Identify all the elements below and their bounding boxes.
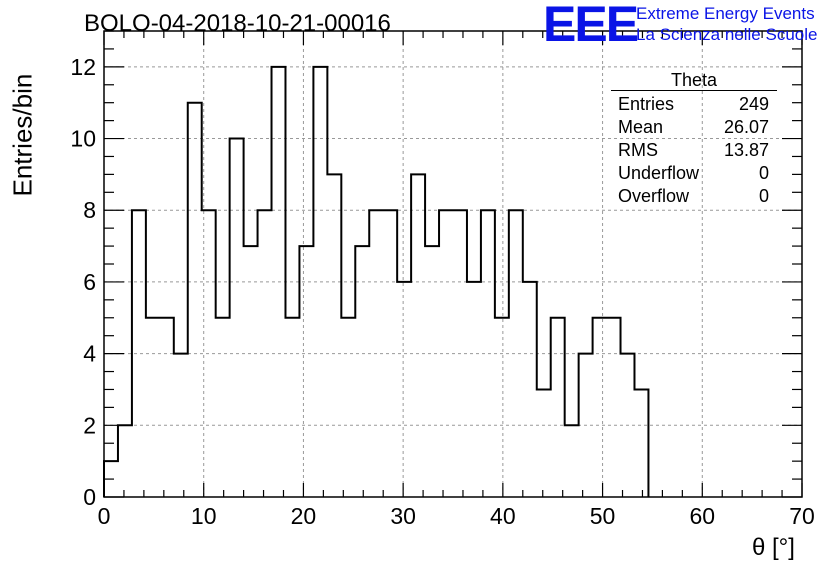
stats-label: RMS	[618, 140, 658, 160]
y-tick-label: 2	[83, 412, 96, 438]
y-tick-label: 4	[83, 341, 96, 367]
x-tick-label: 60	[689, 503, 715, 529]
stats-label: Underflow	[618, 163, 700, 183]
x-tick-label: 50	[590, 503, 616, 529]
logo-caption-line2: La Scienza nelle Scuole	[636, 25, 818, 44]
stats-title: Theta	[611, 70, 777, 91]
histogram-step-line	[103, 65, 650, 497]
y-tick-labels: 0 2 4 6 8 10 12	[70, 54, 96, 510]
x-tick-label: 40	[490, 503, 516, 529]
stats-label: Entries	[618, 94, 675, 114]
y-axis-label-wrap: Entries/bin	[2, 74, 42, 197]
y-axis-label: Entries/bin	[7, 73, 38, 197]
x-tick-labels: 0 10 20 30 40 50 60 70	[98, 503, 815, 529]
logo-caption-line1: Extreme Energy Events	[636, 4, 815, 23]
stats-value: 13.87	[723, 140, 769, 160]
y-tick-label: 10	[70, 126, 96, 152]
stats-row-mean: Mean 26.07	[611, 116, 777, 139]
stats-box: Theta Entries 249 Mean 26.07 RMS 13.87 U…	[611, 70, 777, 208]
x-axis-label: θ [°]	[752, 534, 795, 561]
stats-label: Mean	[618, 117, 664, 137]
x-tick-label: 70	[789, 503, 815, 529]
eee-logo: EEE	[543, 0, 639, 52]
x-tick-label: 20	[291, 503, 317, 529]
x-tick-label: 0	[98, 503, 111, 529]
stats-row-rms: RMS 13.87	[611, 139, 777, 162]
stats-value: 26.07	[723, 117, 769, 137]
x-tick-label: 10	[191, 503, 217, 529]
y-tick-label: 6	[83, 269, 96, 295]
y-tick-label: 12	[70, 54, 96, 80]
stats-row-underflow: Underflow 0	[611, 162, 777, 185]
stats-row-entries: Entries 249	[611, 93, 777, 116]
logo-caption: Extreme Energy Events La Scienza nelle S…	[636, 3, 817, 45]
stats-value: 0	[758, 163, 769, 183]
stats-label: Overflow	[618, 186, 690, 206]
y-tick-label: 0	[83, 484, 96, 510]
stats-row-overflow: Overflow 0	[611, 185, 777, 208]
stats-value: 249	[738, 94, 769, 114]
stats-value: 0	[758, 186, 769, 206]
y-tick-label: 8	[83, 197, 96, 223]
x-tick-label: 30	[390, 503, 416, 529]
chart-title: BOLO-04-2018-10-21-00016	[84, 10, 391, 37]
axis-ticks	[103, 30, 803, 498]
